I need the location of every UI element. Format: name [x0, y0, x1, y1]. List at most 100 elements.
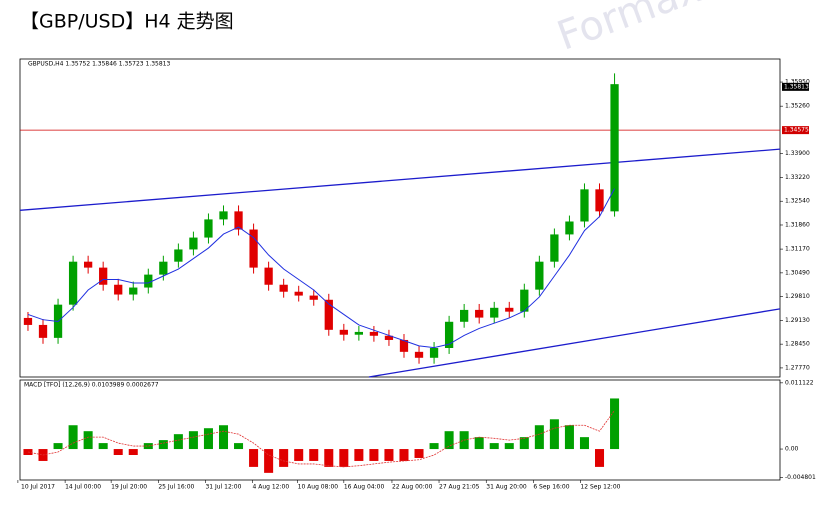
x-tick-label: 4 Aug 12:00	[253, 484, 290, 491]
y-tick-label: 1.33900	[785, 150, 810, 157]
candle-body	[68, 261, 78, 305]
candle-body	[535, 261, 544, 290]
x-tick-label: 31 Aug 20:00	[486, 484, 527, 491]
candle-body	[204, 219, 213, 238]
candle-body	[309, 295, 318, 300]
y-tick-label: 1.33220	[785, 174, 810, 181]
candle-body	[114, 284, 123, 295]
candle-body	[23, 317, 33, 325]
x-tick-label: 27 Aug 21:05	[439, 484, 480, 491]
page-title: 【GBP/USD】H4 走势图	[20, 11, 234, 33]
macd-bar	[203, 428, 213, 450]
candle-body	[595, 189, 604, 212]
candle-body	[249, 229, 258, 268]
y-tick-label: 1.28450	[785, 341, 810, 348]
macd-bar	[249, 449, 259, 467]
last-price-bg	[782, 82, 809, 91]
candle-body	[384, 335, 394, 340]
macd-bar	[489, 443, 499, 450]
candle-body	[520, 289, 529, 312]
macd-bar	[309, 449, 319, 461]
y-tick-label: 1.32540	[785, 198, 810, 205]
y-tick-label: 1.27770	[785, 364, 810, 371]
candle-body	[399, 339, 409, 352]
macd-bar	[279, 449, 289, 467]
candle-body	[565, 221, 574, 235]
candle-body	[219, 211, 228, 220]
candle-body	[550, 234, 559, 262]
macd-bar	[444, 431, 454, 450]
macd-bar	[610, 398, 620, 450]
x-tick-label: 22 Aug 00:00	[392, 484, 433, 491]
candle-body	[505, 307, 514, 312]
y-tick-label: 1.30490	[785, 269, 810, 276]
macd-bar	[324, 449, 334, 467]
macd-bar	[399, 449, 409, 461]
macd-bar	[414, 449, 424, 458]
x-tick-label: 10 Aug 08:00	[298, 484, 339, 491]
macd-bar	[549, 419, 559, 450]
macd-header: MACD [TFO] (12,26,9) 0.0103989 0.0002677	[24, 382, 159, 389]
hline-label: 1.34575	[784, 127, 809, 134]
candle-body	[610, 84, 619, 212]
x-tick-label: 10 Jul 2017	[21, 484, 55, 491]
candle-body	[99, 267, 108, 285]
candle-body	[144, 274, 153, 288]
macd-bar	[595, 449, 605, 467]
trend-line	[368, 308, 781, 378]
y-tick-label: 0.00	[785, 446, 799, 453]
x-tick-label: 19 Jul 20:00	[111, 484, 147, 491]
main-header: GBPUSD,H4 1.35752 1.35846 1.35723 1.3581…	[28, 61, 170, 68]
last-price-label: 1.35813	[784, 83, 809, 90]
x-tick-label: 6 Sep 16:00	[533, 484, 569, 491]
macd-bar	[83, 431, 93, 450]
y-tick-label: 0.011122	[785, 379, 814, 386]
candle-body	[490, 307, 499, 318]
candle-body	[444, 321, 454, 348]
y-tick-label: 1.31860	[785, 221, 810, 228]
macd-bar	[143, 443, 153, 450]
moving-average	[27, 188, 615, 349]
x-tick-label: 14 Jul 00:00	[65, 484, 101, 491]
candle-body	[129, 287, 138, 295]
x-tick-label: 31 Jul 12:00	[205, 484, 241, 491]
macd-bar	[218, 425, 229, 450]
macd-bar	[564, 425, 574, 450]
candle-body	[264, 267, 273, 285]
candle-body	[429, 347, 439, 358]
candle-body	[414, 351, 424, 358]
macd-bar	[158, 440, 168, 450]
candle-body	[38, 324, 48, 338]
y-tick-label: -0.004801	[785, 474, 816, 481]
macd-bar	[534, 425, 544, 450]
candle-body	[234, 211, 243, 230]
macd-bar	[429, 443, 439, 450]
main-frame	[19, 58, 781, 378]
candle-body	[279, 284, 288, 292]
macd-bar	[354, 449, 364, 461]
macd-bar	[68, 425, 78, 450]
macd-bar	[504, 443, 514, 450]
candle-body	[159, 261, 168, 275]
candle-body	[354, 331, 364, 335]
macd-bar	[339, 449, 349, 467]
macd-bar	[384, 449, 394, 461]
candle-body	[294, 291, 303, 296]
candle-body	[460, 309, 469, 322]
macd-bar	[264, 449, 274, 473]
x-tick-label: 16 Aug 04:00	[344, 484, 385, 491]
candle-body	[475, 309, 484, 318]
macd-bar	[519, 437, 529, 450]
x-tick-label: 25 Jul 16:00	[158, 484, 194, 491]
y-tick-label: 1.29130	[785, 317, 810, 324]
trend-line	[19, 148, 781, 211]
macd-bar	[188, 431, 198, 450]
candle-body	[189, 237, 198, 250]
y-tick-label: 1.31170	[785, 246, 810, 253]
candle-body	[580, 189, 589, 222]
candle-body	[174, 249, 183, 262]
macd-bar	[173, 434, 183, 450]
y-tick-label: 1.29810	[785, 293, 810, 300]
macd-bar	[579, 437, 589, 450]
